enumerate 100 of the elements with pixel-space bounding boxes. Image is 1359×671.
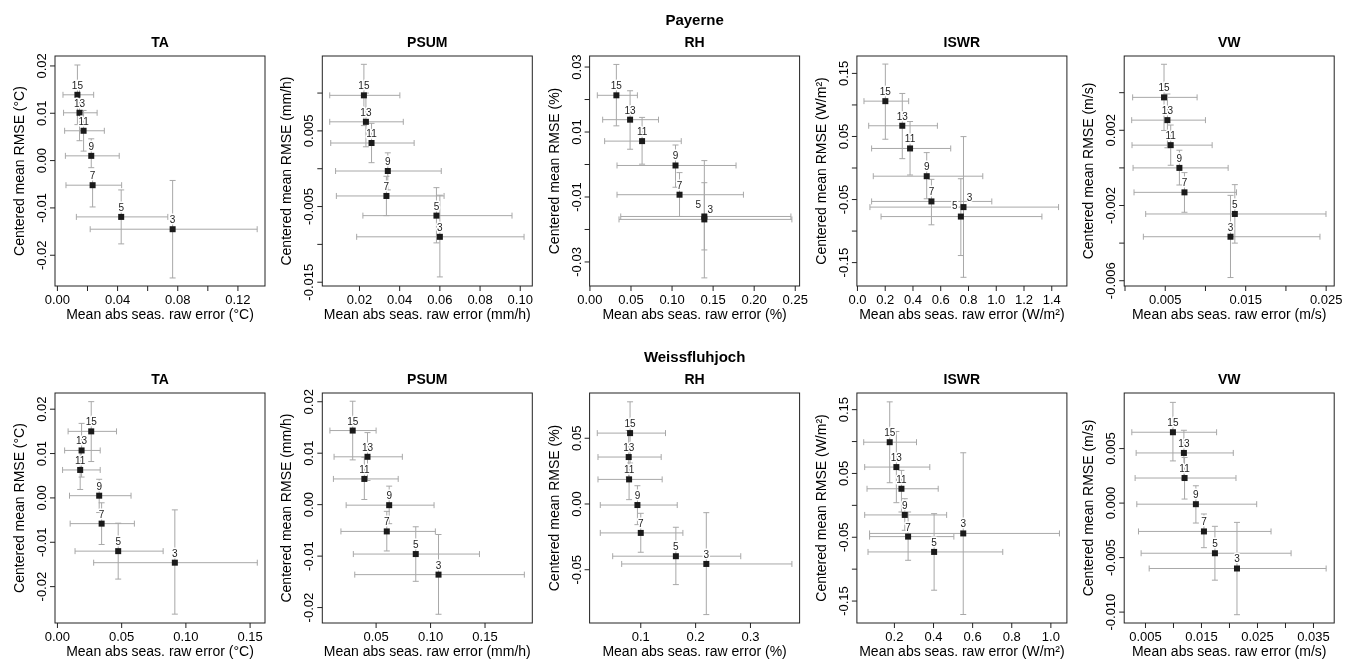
point — [1231, 210, 1238, 217]
x-tick-label: 0.025 — [1241, 629, 1274, 644]
annotation: 15 — [879, 86, 892, 98]
x-axis-title: Mean abs seas. raw error (%) — [602, 643, 787, 659]
annotation: 7 — [637, 517, 644, 529]
y-tick-label: -0.01 — [34, 527, 49, 558]
annotation: 7 — [905, 521, 912, 533]
x-axis-title: Mean abs seas. raw error (%) — [602, 306, 787, 322]
annotation: 11 — [366, 128, 378, 140]
x-tick-label: 0.05 — [618, 292, 644, 307]
annotation: 13 — [360, 106, 372, 118]
y-tick-label: -0.05 — [835, 522, 851, 553]
x-tick-label: 0.015 — [1185, 629, 1218, 644]
point — [96, 492, 103, 499]
annotation: 7 — [676, 179, 683, 191]
annotation: 7 — [928, 186, 935, 198]
y-tick-label: 0.05 — [835, 123, 851, 150]
x-axis-title: Mean abs seas. raw error (m/s) — [1131, 306, 1327, 322]
x-tick-label: 0.8 — [959, 292, 978, 307]
y-tick-label: 0.01 — [34, 440, 49, 467]
x-tick-label: 0.1 — [631, 629, 650, 644]
y-tick-label: -0.02 — [34, 571, 49, 602]
y-tick-label: 0.000 — [1103, 486, 1119, 520]
chart-title: TA — [151, 371, 169, 387]
annotation: 11 — [636, 126, 648, 138]
point — [1167, 142, 1174, 149]
y-tick-label: 0.02 — [301, 389, 317, 415]
x-tick-label: 0.20 — [741, 292, 767, 307]
annotation: 11 — [896, 473, 908, 485]
x-tick-label: 0.02 — [346, 292, 373, 307]
annotation: 5 — [931, 536, 938, 548]
annotation: 7 — [383, 180, 390, 192]
y-axis-title: Centered mean RMSE (mm/h) — [278, 76, 295, 266]
y-tick-label: 0.00 — [34, 485, 49, 511]
annotation: 13 — [624, 104, 637, 116]
y-tick-label: -0.01 — [34, 193, 49, 223]
annotation: 15 — [347, 415, 359, 427]
annotation: 9 — [1176, 152, 1183, 164]
annotation: 11 — [1165, 130, 1177, 142]
annotation: 3 — [435, 559, 442, 571]
y-tick-label: -0.01 — [568, 182, 584, 212]
annotation: 15 — [71, 79, 84, 91]
point — [89, 182, 96, 189]
y-tick-label: 0.005 — [301, 114, 317, 148]
point — [1192, 501, 1199, 508]
point — [627, 116, 634, 123]
chart-title: PSUM — [407, 371, 448, 387]
x-axis-title: Mean abs seas. raw error (W/m²) — [859, 643, 1065, 659]
annotation: 15 — [610, 80, 623, 92]
point — [901, 511, 908, 518]
point — [639, 138, 646, 145]
y-tick-label: 0.05 — [835, 460, 851, 487]
x-tick-label: 0.25 — [782, 292, 808, 307]
point — [676, 191, 683, 198]
y-tick-label: 0.00 — [34, 147, 49, 174]
point — [672, 553, 679, 560]
y-tick-label: -0.005 — [301, 188, 317, 225]
point — [88, 152, 95, 159]
annotation: 3 — [172, 547, 179, 559]
point — [364, 453, 371, 460]
text: Payerne — [665, 11, 724, 28]
y-tick-label: -0.15 — [835, 247, 851, 278]
annotation: 11 — [359, 463, 370, 475]
y-tick-label: -0.15 — [835, 586, 851, 616]
x-axis-title: Mean abs seas. raw error (°C) — [66, 643, 254, 659]
y-tick-label: -0.01 — [301, 541, 317, 571]
y-axis-title: Centered mean RMSE (°C) — [11, 423, 27, 593]
point — [905, 533, 912, 540]
chart-title: VW — [1217, 34, 1242, 50]
x-axis-title: Mean abs seas. raw error (°C) — [66, 306, 254, 322]
y-tick-label: 0.005 — [1103, 432, 1119, 465]
annotation: 5 — [118, 201, 125, 213]
point — [88, 428, 95, 435]
point — [893, 464, 900, 471]
annotation: 5 — [433, 200, 440, 212]
annotation: 11 — [904, 133, 916, 145]
x-tick-label: 0.4 — [924, 629, 943, 644]
annotation: 3 — [960, 518, 967, 530]
x-tick-label: 0.005 — [1148, 292, 1182, 307]
annotation: 9 — [923, 161, 930, 173]
point — [1164, 117, 1171, 124]
y-tick-label: -0.002 — [1103, 187, 1119, 224]
point — [899, 122, 906, 129]
annotation: 7 — [384, 516, 390, 528]
y-tick-label: 0.15 — [835, 60, 851, 87]
x-tick-label: 0.2 — [885, 629, 904, 644]
y-tick-label: -0.05 — [835, 184, 851, 215]
point — [882, 98, 889, 105]
point — [886, 439, 893, 446]
annotation: 13 — [623, 442, 635, 454]
x-tick-label: 0.10 — [507, 292, 533, 307]
x-tick-label: 0.10 — [417, 629, 444, 644]
x-tick-label: 0.0 — [848, 292, 867, 307]
x-tick-label: 0.015 — [1229, 292, 1262, 307]
y-tick-label: 0.02 — [34, 53, 49, 79]
x-tick-label: 0.10 — [173, 629, 199, 644]
x-tick-label: 0.05 — [109, 629, 135, 644]
point — [1227, 233, 1234, 240]
point — [412, 551, 419, 558]
x-tick-label: 0.15 — [237, 629, 263, 644]
